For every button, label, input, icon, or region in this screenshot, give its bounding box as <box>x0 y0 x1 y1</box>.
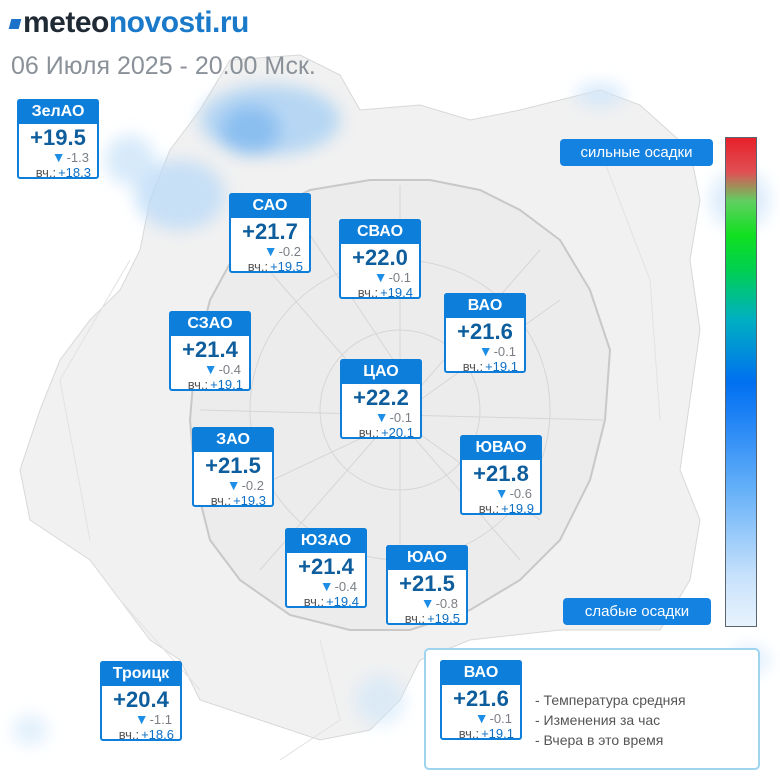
district-hourly-change: ▼-0.1 <box>373 269 411 285</box>
district-yesterday: вч.: +19.4 <box>303 594 359 609</box>
district-temperature: +21.5 <box>205 453 261 478</box>
district-name: ЗелАО <box>17 99 99 124</box>
district-yesterday: вч.: +18.6 <box>118 727 174 742</box>
district-yesterday: вч.: +19.3 <box>210 493 266 508</box>
down-triangle-icon: ▼ <box>474 710 489 726</box>
district-hourly-change: ▼-0.8 <box>420 595 458 611</box>
district-temperature: +21.6 <box>457 319 513 344</box>
district-temperature: +21.5 <box>399 571 455 596</box>
district-card-yuao: ЮАО +21.5 ▼-0.8 вч.: +19.5 <box>386 545 468 626</box>
district-name: ЮВАО <box>460 435 542 460</box>
district-temperature: +22.2 <box>353 385 409 410</box>
down-triangle-icon: ▼ <box>319 578 334 594</box>
down-triangle-icon: ▼ <box>51 149 66 165</box>
district-name: Троицк <box>100 661 182 686</box>
district-hourly-change: ▼-0.2 <box>263 243 301 259</box>
legend-sample-card: ВАО +21.6 ▼-0.1 вч.: +19.1 <box>440 660 522 741</box>
district-yesterday: вч.: +19.5 <box>404 611 460 626</box>
down-triangle-icon: ▼ <box>494 485 509 501</box>
legend-sample-change: ▼-0.1 <box>474 710 512 726</box>
district-temperature: +21.4 <box>298 554 354 579</box>
district-hourly-change: ▼-0.4 <box>319 578 357 594</box>
logo-mark-icon <box>8 19 22 30</box>
district-name: ЦАО <box>340 359 422 384</box>
forecast-datetime: 06 Июля 2025 - 20.00 Мск. <box>11 52 316 80</box>
legend-sample-name: ВАО <box>440 660 522 685</box>
district-card-zao: ЗАО +21.5 ▼-0.2 вч.: +19.3 <box>192 427 274 508</box>
legend-sample-yesterday: вч.: +19.1 <box>458 726 514 741</box>
down-triangle-icon: ▼ <box>374 409 389 425</box>
legend-line-temperature: - Температура средняя <box>535 692 686 708</box>
district-yesterday: вч.: +18.3 <box>35 165 91 180</box>
down-triangle-icon: ▼ <box>373 269 388 285</box>
district-temperature: +21.4 <box>182 337 238 362</box>
district-yesterday: вч.: +19.4 <box>357 285 413 300</box>
district-yesterday: вч.: +19.1 <box>462 359 518 374</box>
district-name: ЮЗАО <box>285 528 367 553</box>
district-name: СВАО <box>339 219 421 244</box>
district-name: САО <box>229 193 311 218</box>
district-name: ВАО <box>444 293 526 318</box>
district-temperature: +20.4 <box>113 687 169 712</box>
district-hourly-change: ▼-0.1 <box>374 409 412 425</box>
legend-sample-temperature: +21.6 <box>453 686 509 711</box>
district-hourly-change: ▼-0.4 <box>203 361 241 377</box>
district-card-sao: САО +21.7 ▼-0.2 вч.: +19.5 <box>229 193 311 274</box>
district-name: СЗАО <box>169 311 251 336</box>
district-yesterday: вч.: +19.9 <box>478 501 534 516</box>
district-temperature: +21.7 <box>242 219 298 244</box>
logo-text-domain: .ru <box>212 6 249 39</box>
district-hourly-change: ▼-1.3 <box>51 149 89 165</box>
district-yesterday: вч.: +20.1 <box>358 425 414 440</box>
district-card-zelao: ЗелАО +19.5 ▼-1.3 вч.: +18.3 <box>17 99 99 180</box>
district-card-vao: ВАО +21.6 ▼-0.1 вч.: +19.1 <box>444 293 526 374</box>
district-yesterday: вч.: +19.1 <box>187 377 243 392</box>
district-name: ЗАО <box>192 427 274 452</box>
district-temperature: +22.0 <box>352 245 408 270</box>
district-temperature: +19.5 <box>30 125 86 150</box>
district-hourly-change: ▼-0.1 <box>478 343 516 359</box>
down-triangle-icon: ▼ <box>203 361 218 377</box>
district-card-szao: СЗАО +21.4 ▼-0.4 вч.: +19.1 <box>169 311 251 392</box>
district-name: ЮАО <box>386 545 468 570</box>
precipitation-color-scale <box>725 137 757 627</box>
logo-text-meteo: meteo <box>23 6 109 39</box>
district-temperature: +21.8 <box>473 461 529 486</box>
scale-label-heavy: сильные осадки <box>560 139 713 166</box>
district-hourly-change: ▼-0.2 <box>226 477 264 493</box>
district-card-yuzao: ЮЗАО +21.4 ▼-0.4 вч.: +19.4 <box>285 528 367 609</box>
district-card-tsao: ЦАО +22.2 ▼-0.1 вч.: +20.1 <box>340 359 422 440</box>
legend-descriptions: - Температура средняя - Изменения за час… <box>535 690 686 750</box>
district-card-svao: СВАО +22.0 ▼-0.1 вч.: +19.4 <box>339 219 421 300</box>
district-card-troitsk: Троицк +20.4 ▼-1.1 вч.: +18.6 <box>100 661 182 742</box>
logo-text-novosti: novosti <box>108 6 213 39</box>
down-triangle-icon: ▼ <box>420 595 435 611</box>
down-triangle-icon: ▼ <box>478 343 493 359</box>
district-hourly-change: ▼-1.1 <box>134 711 172 727</box>
legend-line-change: - Изменения за час <box>535 712 661 728</box>
district-hourly-change: ▼-0.6 <box>494 485 532 501</box>
district-yesterday: вч.: +19.5 <box>247 259 303 274</box>
district-card-yuvao: ЮВАО +21.8 ▼-0.6 вч.: +19.9 <box>460 435 542 516</box>
down-triangle-icon: ▼ <box>134 711 149 727</box>
down-triangle-icon: ▼ <box>263 243 278 259</box>
down-triangle-icon: ▼ <box>226 477 241 493</box>
site-logo[interactable]: meteonovosti.ru <box>8 6 249 40</box>
scale-label-light: слабые осадки <box>563 598 711 625</box>
legend-line-yesterday: - Вчера в это время <box>535 732 664 748</box>
